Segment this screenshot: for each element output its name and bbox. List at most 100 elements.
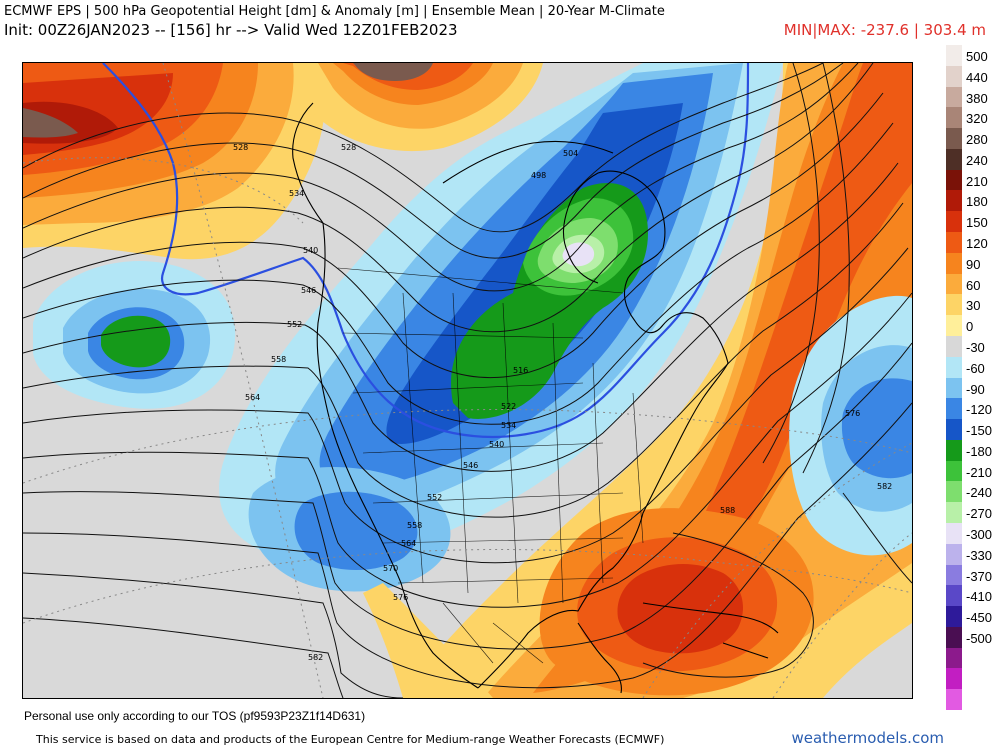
colorbar-entry: -150	[946, 419, 998, 440]
colorbar-swatch	[946, 190, 962, 212]
colorbar-entry: 380	[946, 86, 998, 108]
colorbar-swatch	[946, 522, 962, 544]
contour-label: 522	[501, 402, 516, 411]
colorbar-entry: 60	[946, 273, 998, 295]
political-borders	[337, 267, 644, 664]
colorbar-entry: 120	[946, 232, 998, 253]
colorbar-swatch	[946, 564, 962, 586]
colorbar-label: -370	[966, 568, 993, 584]
contour-label: 552	[287, 320, 302, 329]
colorbar-swatch	[946, 86, 962, 108]
colorbar-label: -300	[966, 526, 993, 542]
brand-link[interactable]: weathermodels.com	[791, 729, 944, 747]
colorbar-entry: -60	[946, 356, 998, 378]
colorbar-label: -240	[966, 485, 993, 501]
colorbar-label: 320	[966, 111, 988, 127]
contour-label: 588	[720, 506, 735, 515]
atlantic-trough-anomaly	[789, 295, 912, 556]
contour-label: 546	[463, 461, 478, 470]
colorbar-swatch	[946, 606, 962, 627]
colorbar-swatch	[946, 689, 962, 710]
valid-time-subtitle: Init: 00Z26JAN2023 -- [156] hr --> Valid…	[4, 21, 458, 39]
colorbar-entry	[946, 647, 998, 669]
contour-label: 558	[407, 521, 422, 530]
colorbar-swatch	[946, 481, 962, 503]
map-title: ECMWF EPS | 500 hPa Geopotential Height …	[4, 4, 665, 19]
colorbar-entry: 180	[946, 190, 998, 212]
contour-label: 528	[233, 143, 248, 152]
colorbar-label: -30	[966, 339, 985, 355]
colorbar-label: -210	[966, 464, 993, 480]
colorbar-swatch	[946, 647, 962, 669]
colorbar-label: -180	[966, 443, 993, 459]
colorbar-entry: 500	[946, 45, 998, 66]
colorbar-label: 150	[966, 215, 988, 231]
colorbar-label: 0	[966, 319, 974, 335]
colorbar-label: -60	[966, 360, 985, 376]
contour-label: 534	[501, 421, 516, 430]
colorbar-swatch	[946, 294, 962, 316]
colorbar-label: -90	[966, 381, 985, 397]
colorbar-label: 280	[966, 132, 988, 148]
colorbar-label: 500	[966, 49, 988, 64]
colorbar-swatch	[946, 377, 962, 399]
colorbar-swatch	[946, 356, 962, 378]
contour-label: 576	[393, 593, 408, 602]
colorbar-label: 30	[966, 298, 981, 314]
min-max-readout: MIN|MAX: -237.6 | 303.4 m	[783, 21, 986, 39]
anomaly-colorbar: 500 440 380 320 280 240 210 180 150 120 90 60 30 0 -30…	[946, 45, 998, 710]
colorbar-entry: 30	[946, 294, 998, 316]
colorbar-swatch	[946, 335, 962, 357]
colorbar-entry: -30	[946, 335, 998, 357]
colorbar-swatch	[946, 626, 962, 648]
eastern-ridge-anomaly	[403, 63, 912, 698]
colorbar-entry: 210	[946, 169, 998, 191]
anomaly-map: 528 528 534 540 546 552 558 564 498 504 …	[22, 62, 913, 699]
map-canvas: 528 528 534 540 546 552 558 564 498 504 …	[23, 63, 912, 698]
contour-label: 582	[308, 653, 323, 662]
colorbar-entry: -270	[946, 502, 998, 523]
colorbar-label: -410	[966, 589, 993, 605]
colorbar-entry: -500	[946, 626, 998, 648]
colorbar-swatch	[946, 315, 962, 336]
contour-label: 564	[401, 539, 416, 548]
colorbar-swatch	[946, 128, 962, 149]
pacific-ridge-anomaly	[23, 63, 326, 260]
contour-label: 576	[845, 409, 860, 418]
colorbar-entry: 440	[946, 65, 998, 87]
graticule	[23, 63, 912, 698]
colorbar-entry: 240	[946, 148, 998, 170]
colorbar-entry: 280	[946, 128, 998, 149]
colorbar-label: 120	[966, 236, 988, 252]
colorbar-entry: -300	[946, 522, 998, 544]
colorbar-swatch	[946, 45, 962, 66]
colorbar-entry: 0	[946, 315, 998, 336]
colorbar-swatch	[946, 460, 962, 482]
colorbar-swatch	[946, 252, 962, 274]
colorbar-entry: -370	[946, 564, 998, 586]
mexico-positive-anomaly	[363, 583, 493, 698]
pacific-cutoff-low-anomaly	[33, 261, 236, 409]
colorbar-label: 90	[966, 256, 981, 272]
contour-label: 546	[301, 286, 316, 295]
contour-label: 516	[513, 366, 528, 375]
colorbar-entry: -240	[946, 481, 998, 503]
colorbar-swatch	[946, 398, 962, 420]
colorbar-entry: -180	[946, 439, 998, 461]
colorbar-entry: 320	[946, 107, 998, 129]
colorbar-label: -500	[966, 630, 993, 646]
contour-label: 570	[383, 564, 398, 573]
colorbar-entry: -330	[946, 543, 998, 565]
colorbar-label: 240	[966, 152, 988, 168]
colorbar-swatch	[946, 585, 962, 607]
colorbar-swatch	[946, 419, 962, 440]
colorbar-swatch	[946, 439, 962, 461]
colorbar-swatch	[946, 148, 962, 170]
colorbar-entry: 150	[946, 211, 998, 233]
contour-label: 504	[563, 149, 578, 158]
colorbar-swatch	[946, 65, 962, 87]
colorbar-swatch	[946, 169, 962, 191]
colorbar-entry: 90	[946, 252, 998, 274]
colorbar-swatch	[946, 211, 962, 233]
colorbar-label: 60	[966, 277, 981, 293]
